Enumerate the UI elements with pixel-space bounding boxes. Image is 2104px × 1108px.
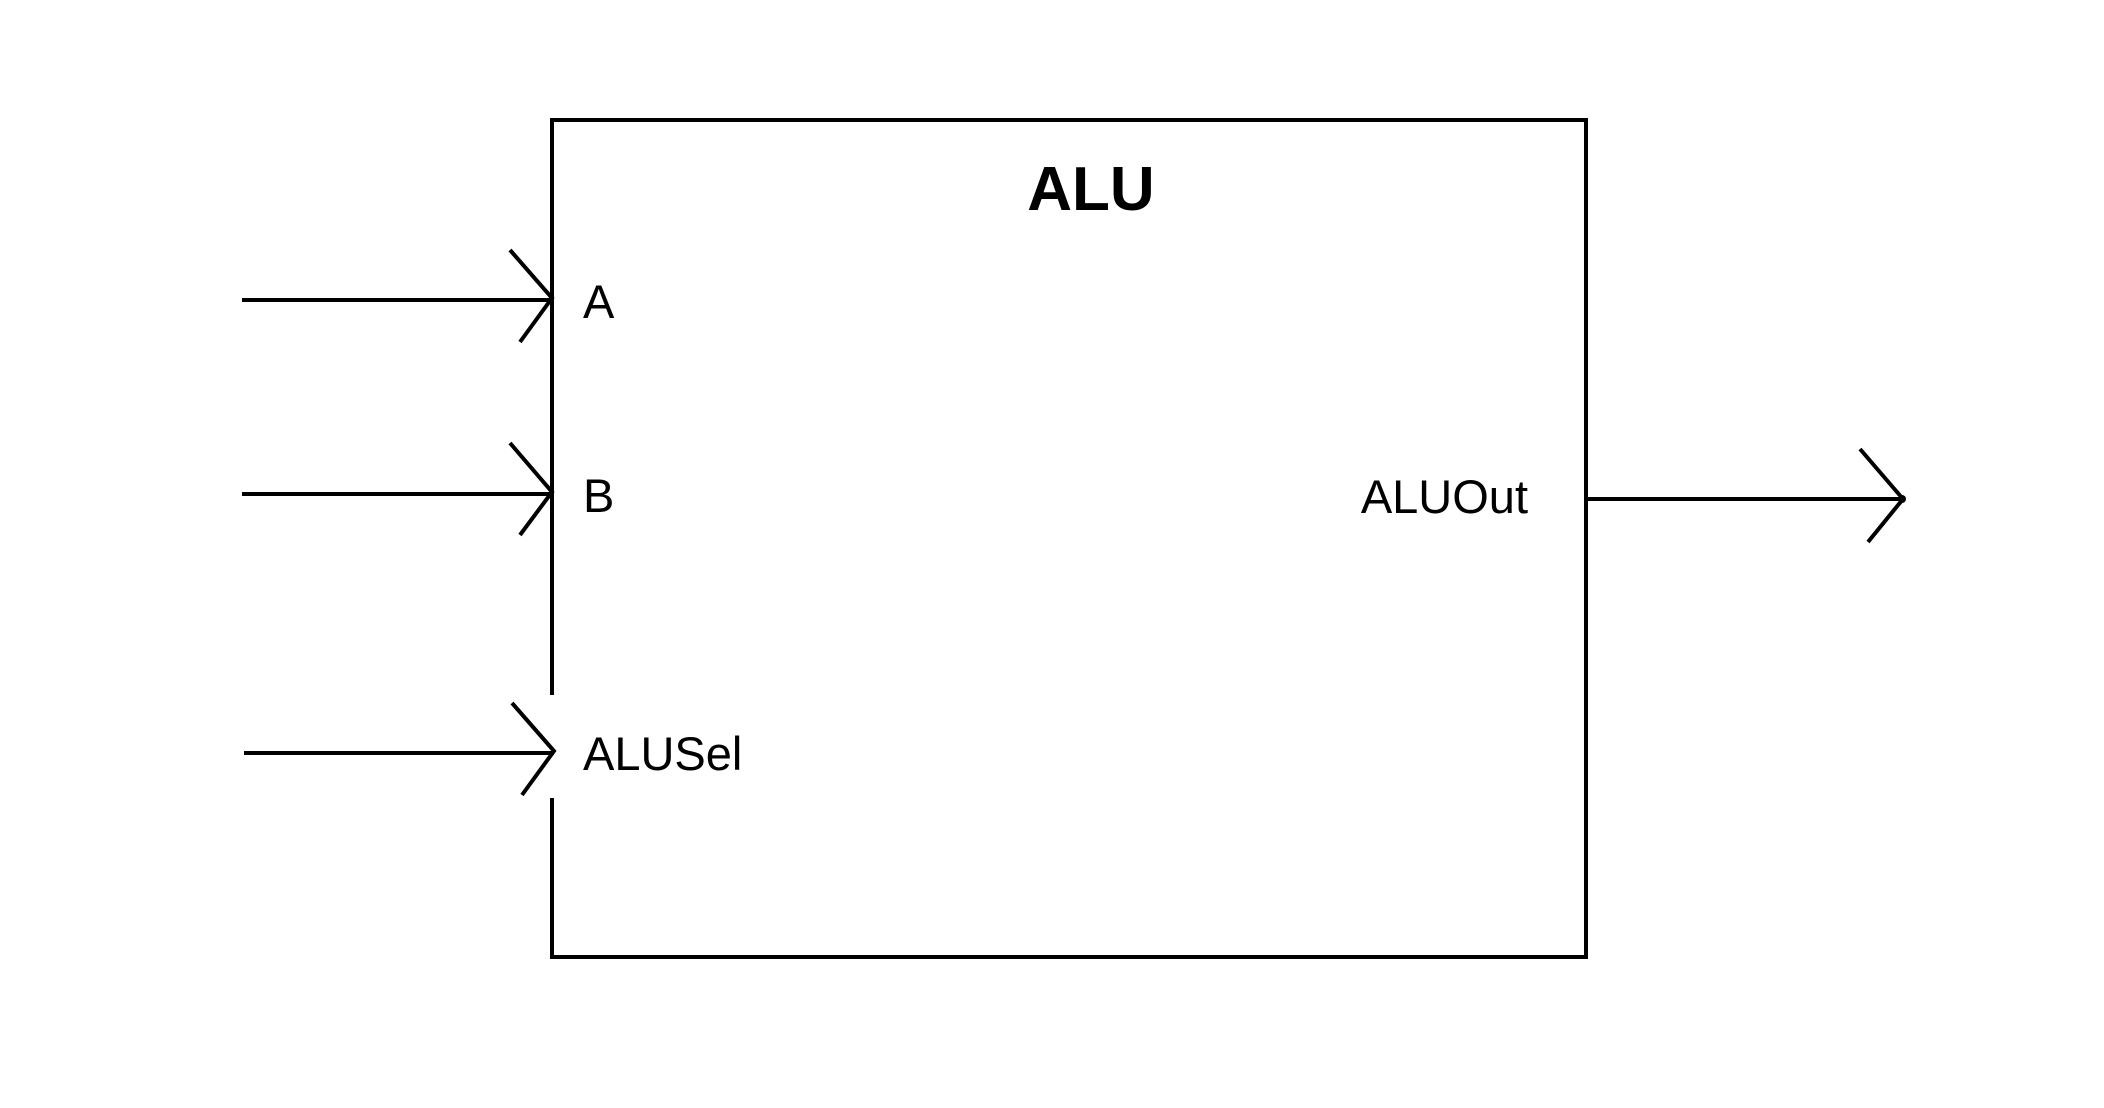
alu-block bbox=[550, 118, 1588, 959]
input-b-label: B bbox=[583, 469, 614, 522]
output-arrow-tip-dot bbox=[1898, 495, 1906, 503]
input-b-arrow bbox=[242, 441, 555, 537]
input-alusel-arrow bbox=[244, 701, 557, 797]
output-aluout-label: ALUOut bbox=[1361, 470, 1528, 523]
block-title: ALU bbox=[1027, 155, 1154, 224]
input-a-arrow bbox=[242, 248, 555, 344]
input-a-label: A bbox=[583, 275, 615, 328]
output-aluout-arrow bbox=[1586, 447, 1906, 544]
input-alusel-label: ALUSel bbox=[583, 727, 742, 780]
